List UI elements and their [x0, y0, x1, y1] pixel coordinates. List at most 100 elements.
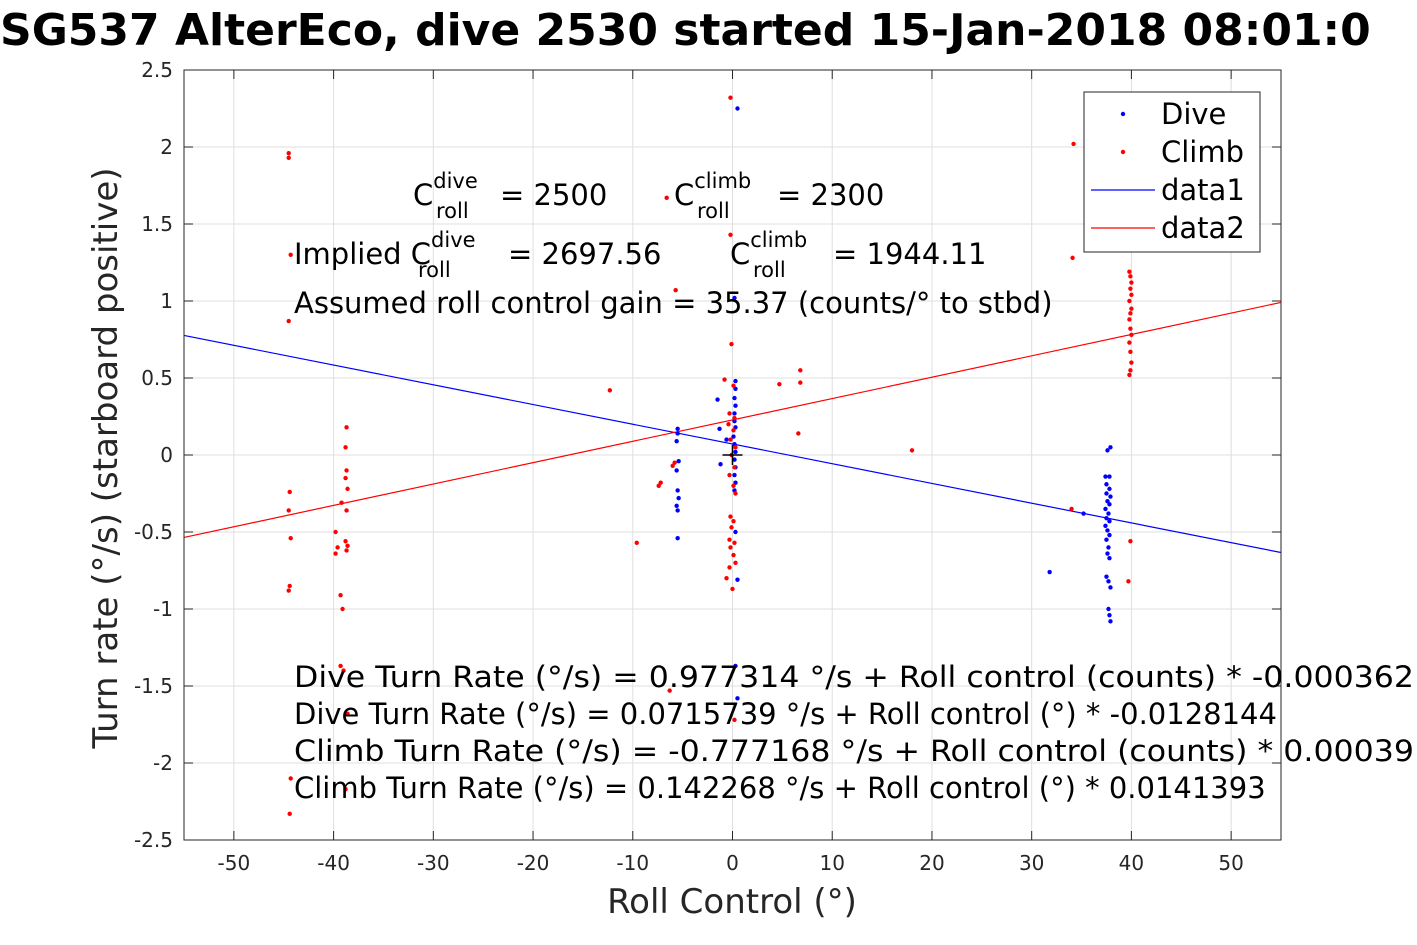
dive-point — [732, 472, 737, 478]
dive-point — [1107, 612, 1112, 618]
climb-point — [733, 560, 738, 565]
climb-point — [1127, 340, 1132, 345]
dive-point — [1105, 448, 1110, 453]
dive-point — [733, 403, 738, 408]
c-climb-annotation: Cclimb roll = 2300 — [674, 169, 884, 223]
dive-point — [735, 106, 740, 111]
y-tick-label: 1 — [160, 289, 173, 313]
climb-point — [1129, 360, 1134, 365]
y-tick-label: -2.5 — [134, 828, 173, 852]
climb-point — [722, 377, 727, 382]
x-tick-label: -10 — [616, 851, 649, 875]
climb-point — [1069, 506, 1074, 512]
climb-point — [727, 411, 732, 416]
dive-point — [733, 449, 738, 455]
climb-point — [798, 380, 803, 385]
dive-point — [732, 411, 737, 416]
climb-point — [726, 422, 731, 427]
climb-point — [343, 786, 348, 792]
x-tick-label: 50 — [1218, 851, 1243, 875]
climb-point — [333, 551, 338, 556]
dive-point — [1104, 491, 1109, 496]
y-tick-label: 2.5 — [141, 58, 173, 82]
implied-dive-annotation: Implied Cdive roll = 2697.56 — [294, 228, 661, 282]
chart-title: SG537 AlterEco, dive 2530 started 15-Jan… — [0, 5, 1371, 56]
climb-point — [341, 668, 346, 673]
climb-point — [673, 288, 678, 293]
equation-3: Climb Turn Rate (°/s) = -0.777168 °/s + … — [294, 734, 1414, 768]
climb-point — [1128, 274, 1133, 279]
dive-point — [732, 418, 737, 424]
climb-point — [287, 811, 292, 817]
c-dive-value: = 2500 — [500, 178, 607, 212]
implied-climb-prefix: C — [730, 237, 750, 271]
climb-point — [731, 383, 736, 388]
implied-dive-sub: roll — [418, 258, 451, 282]
climb-point — [1128, 326, 1133, 331]
dive-point — [1107, 486, 1112, 492]
climb-point — [344, 508, 349, 513]
climb-point — [1127, 269, 1132, 274]
climb-point — [1127, 372, 1132, 378]
climb-point — [345, 486, 350, 492]
series-data2-line — [183, 301, 1282, 539]
dive-point — [1104, 537, 1109, 542]
climb-point — [286, 155, 291, 160]
x-tick-label: 30 — [1019, 851, 1044, 875]
legend-dive-label: Dive — [1161, 97, 1226, 131]
dive-point — [1106, 511, 1111, 516]
dive-point — [1107, 532, 1112, 538]
implied-climb-sup: climb — [750, 228, 807, 252]
dive-point — [1108, 585, 1113, 590]
dive-point — [675, 431, 680, 436]
climb-point — [343, 539, 348, 544]
climb-point — [727, 565, 732, 570]
climb-point — [729, 341, 734, 347]
x-tick-label: -30 — [417, 851, 450, 875]
climb-point — [343, 445, 348, 450]
dive-point — [1104, 515, 1109, 521]
y-tick-label: -2 — [153, 751, 173, 775]
dive-point — [675, 508, 680, 513]
climb-point — [728, 514, 733, 519]
dive-point — [1103, 506, 1108, 512]
y-tick-label: -0.5 — [134, 520, 173, 544]
climb-point — [286, 588, 291, 593]
dive-point — [715, 397, 720, 402]
c-dive-prefix: C — [413, 178, 433, 212]
climb-point — [1126, 579, 1131, 584]
dive-point — [733, 378, 738, 384]
equation-4: Climb Turn Rate (°/s) = 0.142268 °/s + R… — [294, 771, 1266, 805]
data-points — [286, 95, 1134, 817]
dive-point — [1103, 474, 1108, 479]
climb-point — [1127, 317, 1132, 322]
dive-point — [1104, 574, 1109, 579]
axis-ticks: -50 -40 -30 -20 -10 0 10 20 30 40 50 2.5 2 1.5 1 0.5 0 -0… — [134, 58, 1281, 875]
climb-point — [340, 606, 345, 612]
dive-point — [1108, 619, 1113, 624]
x-tick-label: -20 — [517, 851, 550, 875]
dive-point — [1105, 551, 1110, 556]
climb-point — [288, 535, 293, 541]
dive-point — [1107, 502, 1112, 507]
climb-point — [731, 483, 736, 488]
climb-point — [344, 548, 349, 553]
y-axis-label: Turn rate (°/s) (starboard positive) — [86, 167, 126, 749]
climb-point — [343, 475, 348, 481]
dive-point — [1081, 511, 1086, 516]
dive-point — [732, 457, 737, 462]
x-tick-label: 40 — [1119, 851, 1144, 875]
climb-point — [798, 368, 803, 373]
climb-point — [728, 232, 733, 237]
dive-point — [732, 395, 737, 401]
annotations: Cdive roll = 2500 Cclimb roll = 2300 Implied… — [294, 169, 1414, 805]
climb-point — [1129, 292, 1134, 298]
climb-point — [732, 465, 737, 470]
climb-point — [1128, 349, 1133, 355]
x-tick-label: 20 — [919, 851, 944, 875]
climb-point — [731, 552, 736, 558]
climb-point — [731, 519, 736, 524]
c-dive-sup: dive — [433, 169, 478, 193]
legend-data2-label: data2 — [1161, 211, 1245, 245]
